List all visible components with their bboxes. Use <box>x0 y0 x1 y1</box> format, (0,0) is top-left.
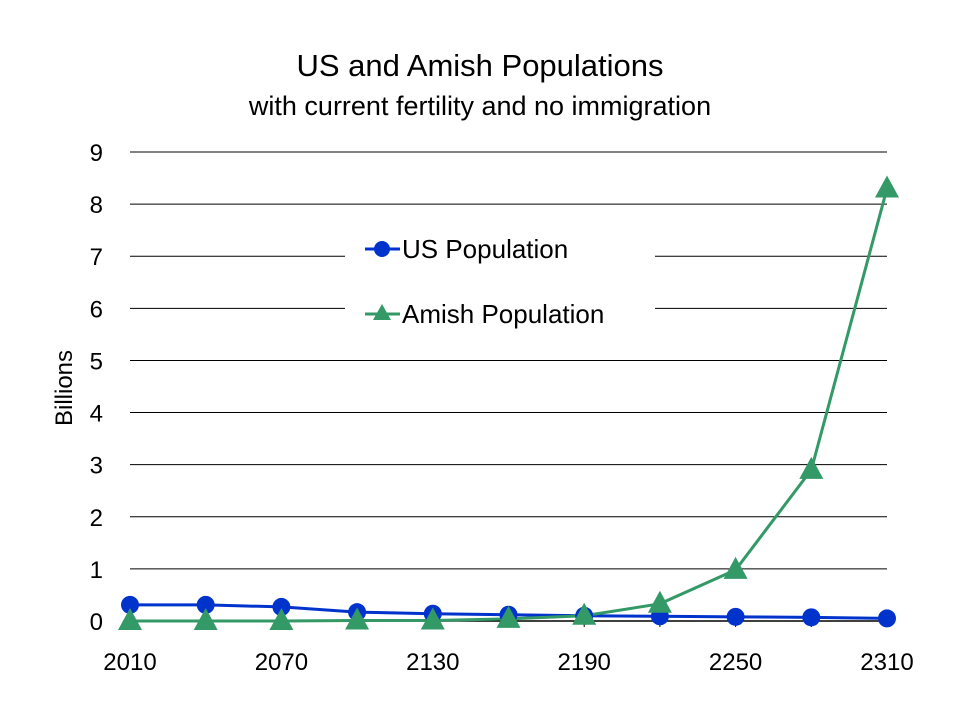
y-tick-label: 9 <box>90 140 103 167</box>
data-point-amish <box>647 590 672 613</box>
x-tick-label: 2130 <box>406 649 459 676</box>
data-point-us <box>802 608 821 627</box>
x-tick-label: 2310 <box>860 649 913 676</box>
y-tick-label: 4 <box>90 401 103 428</box>
data-point-amish <box>269 608 294 630</box>
chart-title: US and Amish Populations <box>296 48 663 83</box>
x-tick-label: 2250 <box>709 649 762 676</box>
data-point-amish <box>193 608 218 630</box>
legend-label-us: US Population <box>402 234 568 264</box>
data-point-us <box>196 595 215 614</box>
legend-marker-circle-icon <box>374 241 390 257</box>
legend-background <box>345 225 655 335</box>
y-tick-label: 3 <box>90 453 103 480</box>
data-point-us <box>726 607 745 626</box>
legend-label-amish: Amish Population <box>402 299 604 329</box>
data-point-amish <box>420 607 445 630</box>
data-point-us <box>878 609 896 628</box>
data-point-us <box>272 597 291 616</box>
x-tick-label: 2190 <box>558 649 611 676</box>
y-tick-label: 1 <box>90 557 103 584</box>
data-point-amish <box>118 608 142 630</box>
data-point-amish <box>345 607 370 630</box>
data-point-amish <box>875 175 899 198</box>
legend: US Population Amish Population <box>365 234 604 329</box>
x-tick-label: 2070 <box>255 649 308 676</box>
y-tick-label: 8 <box>90 192 103 219</box>
y-tick-label: 7 <box>90 244 103 271</box>
data-point-amish <box>572 602 597 625</box>
x-tick-label: 2010 <box>103 649 156 676</box>
y-axis-label: Billions <box>51 350 78 426</box>
data-point-amish <box>723 556 748 579</box>
legend-marker-triangle-icon <box>373 304 391 320</box>
chart-subtitle: with current fertility and no immigratio… <box>248 91 711 121</box>
data-point-us <box>121 595 139 614</box>
y-tick-label: 2 <box>90 505 103 532</box>
y-tick-label: 5 <box>90 348 103 375</box>
data-point-amish <box>496 605 521 628</box>
y-tick-label: 6 <box>90 296 103 323</box>
y-tick-label: 0 <box>90 609 103 636</box>
data-point-amish <box>799 456 824 479</box>
